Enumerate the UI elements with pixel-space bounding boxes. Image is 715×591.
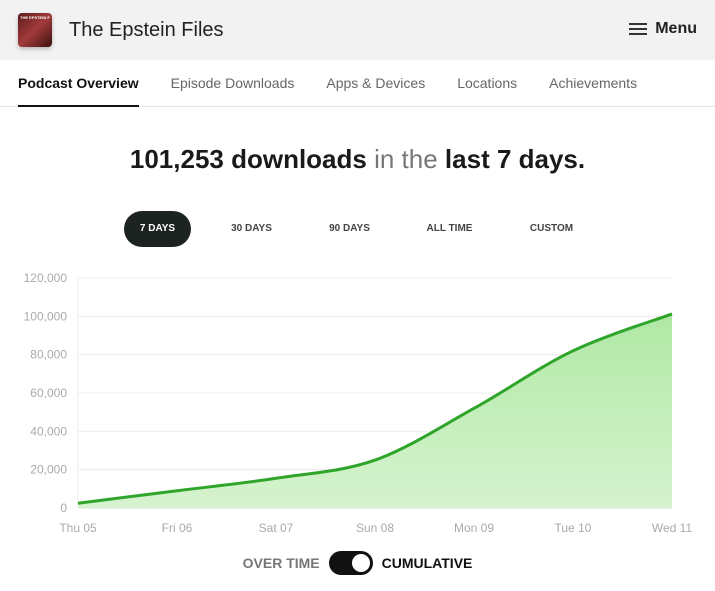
- range-7-days[interactable]: 7 DAYS: [124, 211, 191, 247]
- logo-text: THE EPSTEIN FILES: [20, 15, 50, 20]
- x-tick-label: Thu 05: [59, 521, 97, 535]
- x-tick-label: Mon 09: [454, 521, 494, 535]
- y-tick-label: 80,000: [30, 348, 67, 362]
- y-tick-label: 40,000: [30, 424, 67, 438]
- headline-period: last 7 days.: [444, 144, 586, 174]
- podcast-logo: THE EPSTEIN FILES: [18, 13, 52, 47]
- tab-locations[interactable]: Locations: [457, 75, 518, 91]
- podcast-title: The Epstein Files: [69, 18, 224, 41]
- x-tick-label: Wed 11: [652, 521, 693, 535]
- nav-tabs: Podcast Overview Episode Downloads Apps …: [0, 60, 715, 107]
- cumulative-toggle: OVER TIME CUMULATIVE: [0, 551, 715, 575]
- tab-apps-devices[interactable]: Apps & Devices: [326, 75, 426, 91]
- x-tick-label: Sat 07: [259, 521, 294, 535]
- headline-mid: in the: [366, 144, 445, 174]
- series-line: [77, 312, 673, 505]
- range-30-days[interactable]: 30 DAYS: [231, 223, 272, 234]
- hamburger-icon: [629, 23, 648, 35]
- x-tick-label: Fri 06: [162, 521, 193, 535]
- range-all-time[interactable]: ALL TIME: [426, 223, 473, 234]
- tab-episode-downloads[interactable]: Episode Downloads: [170, 75, 295, 91]
- tab-achievements[interactable]: Achievements: [549, 75, 638, 91]
- over-time-label[interactable]: OVER TIME: [242, 555, 320, 571]
- y-tick-label: 120,000: [24, 271, 68, 285]
- tab-podcast-overview[interactable]: Podcast Overview: [18, 60, 139, 107]
- x-tick-label: Sun 08: [356, 521, 394, 535]
- area-fill: [78, 313, 672, 508]
- app-header: THE EPSTEIN FILES The Epstein Files Menu: [0, 0, 715, 60]
- headline-count: 101,253 downloads: [129, 144, 367, 174]
- cumulative-label[interactable]: CUMULATIVE: [381, 555, 473, 571]
- range-custom[interactable]: CUSTOM: [529, 223, 574, 234]
- downloads-headline: 101,253 downloads in the last 7 days.: [0, 144, 715, 175]
- y-tick-label: 60,000: [30, 386, 67, 400]
- x-tick-label: Tue 10: [555, 521, 592, 535]
- y-tick-label: 100,000: [24, 309, 68, 323]
- y-tick-label: 20,000: [30, 463, 67, 477]
- y-tick-label: 0: [60, 501, 67, 515]
- toggle-switch[interactable]: [328, 551, 373, 575]
- range-90-days[interactable]: 90 DAYS: [329, 223, 370, 234]
- menu-label: Menu: [655, 20, 697, 37]
- menu-button[interactable]: Menu: [629, 20, 697, 38]
